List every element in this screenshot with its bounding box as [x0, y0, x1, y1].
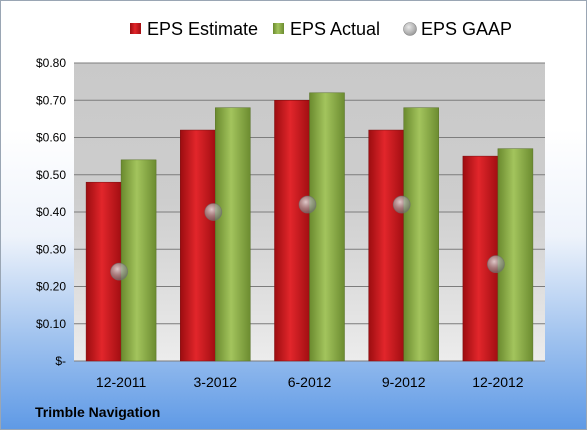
marker-eps-gaap: [204, 203, 223, 221]
legend-label: EPS GAAP: [421, 19, 512, 39]
x-axis-ticks: 12-2011 3-2012 6-2012 9-2012 12-2012: [96, 374, 524, 390]
bar-eps-estimate: [274, 100, 310, 362]
marker-eps-gaap: [392, 195, 411, 214]
legend: EPS Estimate EPS Actual EPS GAAP: [130, 19, 512, 39]
bar-eps-estimate: [180, 129, 216, 362]
gaap-markers: [110, 195, 505, 281]
bar-eps-actual: [309, 92, 345, 362]
x-tick-label: 12-2011: [96, 374, 147, 390]
x-tick-label: 3-2012: [194, 374, 238, 390]
y-tick-label: $0.60: [36, 131, 66, 145]
y-tick-label: $0.10: [36, 317, 66, 331]
legend-swatch: [403, 22, 417, 36]
bar-eps-actual: [403, 107, 439, 362]
y-tick-label: $-: [55, 354, 66, 368]
y-axis-ticks: $- $0.10 $0.20 $0.30 $0.40 $0.50 $0.60 $0.70 $0.…: [36, 56, 66, 368]
legend-label: EPS Estimate: [147, 19, 258, 39]
y-tick-label: $0.20: [36, 280, 66, 294]
bar-eps-actual: [215, 107, 251, 362]
bar-eps-actual: [120, 159, 157, 362]
bar-eps-estimate: [368, 129, 404, 362]
y-tick-label: $0.30: [36, 242, 66, 256]
legend-swatch: [130, 23, 141, 34]
marker-eps-gaap: [486, 255, 505, 274]
y-tick-label: $0.70: [36, 93, 66, 107]
x-tick-label: 9-2012: [382, 374, 426, 390]
bar-eps-actual: [497, 148, 534, 362]
y-tick-label: $0.80: [36, 56, 66, 70]
y-tick-label: $0.40: [36, 205, 66, 219]
marker-eps-gaap: [298, 195, 317, 214]
bars: [85, 92, 534, 362]
y-tick-label: $0.50: [36, 168, 66, 182]
legend-label: EPS Actual: [290, 19, 380, 39]
x-tick-label: 6-2012: [288, 374, 332, 390]
x-tick-label: 12-2012: [472, 374, 524, 390]
marker-eps-gaap: [110, 262, 128, 281]
company-name: Trimble Navigation: [35, 404, 160, 420]
legend-swatch: [273, 23, 284, 34]
